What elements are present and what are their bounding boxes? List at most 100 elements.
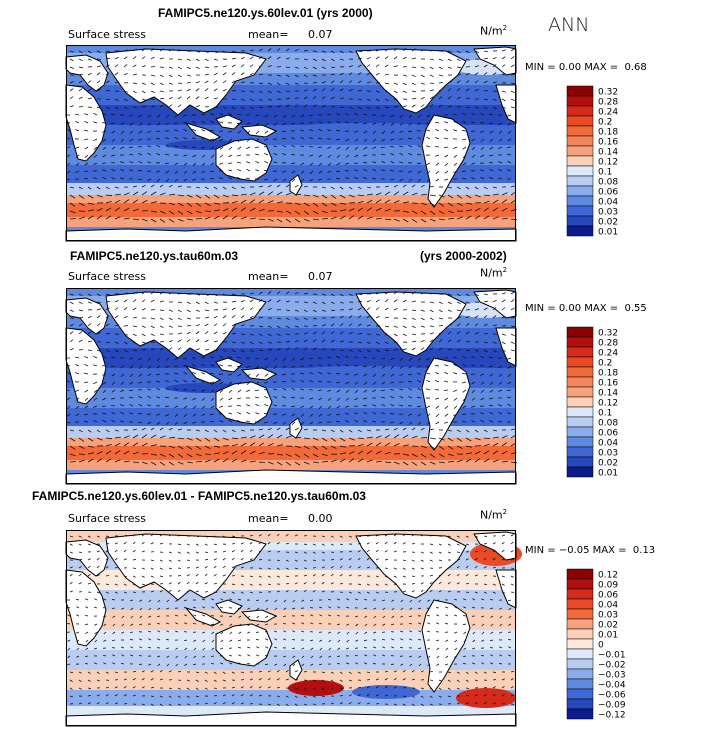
wind-vector — [420, 218, 427, 223]
wind-vector — [138, 138, 143, 141]
wind-vector — [237, 397, 242, 400]
wind-vector — [96, 349, 101, 352]
wind-vector — [357, 443, 364, 447]
wind-vector — [462, 397, 467, 401]
wind-vector — [453, 598, 458, 601]
wind-vector — [192, 405, 197, 409]
wind-vector — [312, 453, 319, 458]
wind-vector — [267, 98, 272, 101]
wind-vector — [399, 404, 404, 407]
wind-vector — [114, 106, 119, 110]
wind-vector — [474, 437, 481, 441]
wind-vector — [193, 647, 197, 651]
wind-vector — [384, 48, 389, 52]
wind-vector — [436, 622, 440, 625]
wind-vector — [366, 442, 373, 447]
wind-vector — [231, 98, 236, 101]
wind-vector — [472, 598, 476, 601]
wind-vector — [357, 215, 364, 220]
wind-vector — [222, 293, 227, 296]
wind-vector — [246, 122, 251, 126]
wind-vector — [168, 551, 172, 554]
wind-vector — [183, 372, 188, 375]
colorbar-label: 0.06 — [598, 591, 618, 601]
colorbar-swatch — [566, 668, 594, 680]
wind-vector — [507, 403, 512, 407]
wind-vector — [249, 199, 256, 204]
wind-vector — [237, 154, 242, 157]
wind-vector — [384, 199, 391, 204]
colorbar-swatch — [566, 698, 594, 710]
wind-vector — [510, 299, 515, 303]
wind-vector — [265, 638, 269, 641]
wind-vector — [301, 655, 305, 659]
wind-vector — [219, 420, 224, 423]
wind-vector — [177, 589, 181, 593]
wind-vector — [285, 309, 291, 311]
panel2-minmax: MIN = 0.00 MAX = 0.55 — [525, 303, 647, 314]
wind-vector — [408, 122, 413, 126]
wind-vector — [492, 106, 497, 110]
wind-vector — [168, 534, 172, 537]
wind-vector — [130, 638, 134, 641]
wind-vector — [105, 186, 110, 190]
wind-vector — [480, 113, 485, 116]
wind-vector — [102, 397, 107, 401]
wind-vector — [186, 309, 191, 313]
wind-vector — [300, 136, 305, 140]
wind-vector — [87, 565, 91, 569]
wind-vector — [498, 168, 503, 172]
wind-vector — [69, 671, 73, 674]
wind-vector — [480, 419, 485, 423]
wind-vector — [168, 567, 172, 570]
wind-vector — [348, 186, 353, 190]
wind-vector — [402, 90, 407, 93]
wind-vector — [402, 210, 409, 213]
wind-vector — [274, 615, 278, 618]
wind-vector — [321, 695, 326, 698]
wind-vector — [463, 639, 467, 643]
land-outline — [289, 174, 303, 196]
wind-vector — [399, 152, 404, 156]
wind-vector — [408, 396, 413, 399]
wind-vector — [420, 559, 424, 562]
wind-vector — [186, 331, 191, 335]
wind-vector — [507, 153, 512, 156]
wind-vector — [303, 445, 310, 450]
wind-vector — [211, 631, 215, 635]
wind-vector — [471, 389, 476, 393]
wind-vector — [156, 130, 161, 133]
wind-vector — [67, 614, 71, 617]
wind-vector — [231, 450, 238, 455]
wind-vector — [285, 74, 290, 78]
wind-vector — [138, 381, 143, 384]
wind-vector — [438, 461, 445, 464]
wind-vector — [156, 170, 161, 173]
wind-vector — [69, 66, 74, 69]
wind-vector — [330, 339, 335, 343]
wind-vector — [375, 207, 382, 212]
wind-vector — [249, 583, 253, 586]
wind-vector — [372, 381, 377, 385]
wind-vector — [276, 105, 281, 108]
wind-vector — [363, 161, 368, 164]
wind-vector — [444, 663, 449, 666]
wind-vector — [492, 693, 496, 697]
wind-vector — [105, 543, 110, 545]
colorbar-label: 0.02 — [598, 621, 618, 631]
wind-vector — [444, 154, 449, 158]
wind-vector — [510, 106, 516, 108]
wind-vector — [78, 186, 83, 190]
wind-vector — [312, 82, 318, 84]
wind-vector — [105, 300, 110, 303]
wind-vector — [204, 671, 208, 674]
wind-vector — [114, 64, 119, 68]
wind-vector — [312, 194, 319, 198]
wind-vector — [384, 185, 389, 188]
wind-vector — [501, 192, 508, 196]
wind-vector — [492, 436, 499, 439]
wind-vector — [453, 170, 458, 174]
wind-vector — [366, 106, 371, 110]
wind-vector — [375, 98, 380, 102]
wind-vector — [492, 72, 497, 76]
